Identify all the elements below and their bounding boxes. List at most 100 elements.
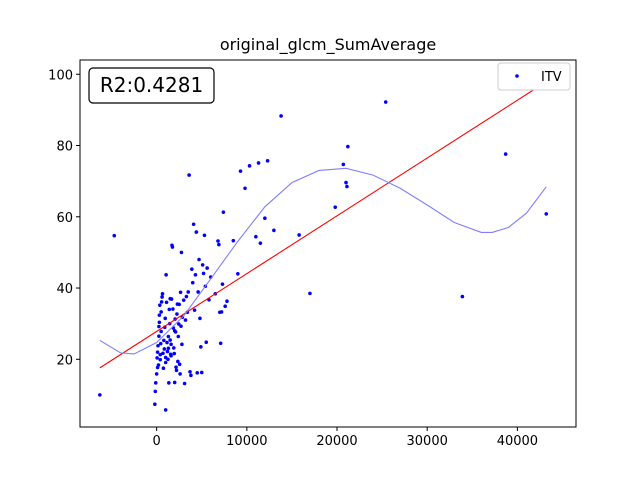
- data-point: [196, 290, 200, 294]
- data-point: [308, 291, 312, 296]
- data-point: [177, 362, 182, 367]
- data-point: [201, 271, 206, 276]
- data-point: [200, 263, 205, 267]
- data-point: [167, 381, 171, 385]
- data-point: [179, 250, 184, 255]
- axes: 0 10000 20000 30000 40000 20 40 60 80 100: [48, 59, 577, 449]
- legend-box: [497, 62, 571, 91]
- data-point: [345, 184, 349, 189]
- data-point: [163, 360, 168, 365]
- x-tick-label: 30000: [407, 434, 448, 449]
- data-point: [183, 318, 188, 322]
- data-point: [191, 222, 196, 227]
- data-point: [157, 313, 162, 317]
- data-point: [231, 238, 236, 243]
- y-tick-label: 100: [48, 68, 73, 83]
- data-point: [204, 340, 209, 345]
- data-point: [297, 233, 301, 237]
- data-point: [279, 114, 283, 118]
- data-point: [176, 359, 180, 364]
- data-point: [160, 291, 165, 296]
- data-point: [174, 365, 178, 369]
- data-point: [202, 233, 207, 238]
- x-tick-label: 40000: [497, 434, 538, 449]
- data-point: [153, 402, 157, 407]
- linear-fit-line: [99, 81, 547, 369]
- data-point: [544, 212, 549, 216]
- data-point: [165, 349, 170, 354]
- x-tick-label: 10000: [226, 434, 267, 449]
- data-point: [243, 186, 247, 191]
- data-point: [167, 307, 172, 312]
- data-point: [166, 357, 170, 362]
- data-point: [174, 368, 179, 373]
- data-point: [175, 312, 179, 316]
- data-point: [272, 228, 276, 233]
- data-point: [172, 380, 177, 385]
- data-point: [383, 100, 388, 104]
- r2-annotation: R2:0.4281: [88, 67, 215, 104]
- data-point: [166, 334, 171, 339]
- data-point: [247, 164, 252, 168]
- data-point: [171, 346, 176, 350]
- data-point: [158, 341, 163, 346]
- data-point: [256, 161, 261, 165]
- data-point: [166, 346, 171, 351]
- data-point: [159, 310, 163, 314]
- data-point: [164, 273, 168, 277]
- legend: ITV: [497, 62, 571, 91]
- plot-area: [98, 81, 549, 412]
- data-point: [503, 152, 508, 156]
- data-point: [169, 342, 173, 347]
- data-point: [238, 169, 243, 173]
- data-point: [112, 233, 117, 238]
- data-point: [172, 351, 177, 356]
- data-point: [171, 307, 175, 311]
- data-point: [170, 245, 175, 249]
- data-point: [219, 310, 224, 314]
- data-point: [160, 295, 164, 299]
- data-point: [169, 353, 173, 358]
- r2-annotation-text: R2:0.4281: [100, 73, 203, 97]
- data-point: [158, 352, 163, 357]
- y-tick-label: 20: [56, 353, 73, 368]
- data-point: [195, 371, 200, 375]
- data-point: [155, 356, 159, 360]
- x-tick-label: 0: [153, 434, 161, 449]
- data-point: [181, 298, 186, 302]
- y-tick-label: 60: [56, 211, 73, 226]
- data-point: [161, 351, 165, 356]
- data-point: [221, 210, 226, 214]
- data-point: [184, 294, 189, 299]
- data-point: [162, 338, 166, 343]
- data-point: [217, 242, 221, 247]
- data-point: [341, 162, 346, 167]
- data-point: [187, 173, 191, 177]
- legend-label-itv: ITV: [541, 70, 562, 85]
- data-point: [182, 381, 187, 386]
- data-point: [198, 316, 202, 321]
- legend-marker-itv: [515, 74, 519, 78]
- data-point: [218, 341, 223, 346]
- data-point: [254, 234, 258, 239]
- data-point: [190, 280, 195, 285]
- data-point: [265, 159, 270, 163]
- data-point: [344, 180, 348, 185]
- data-point: [155, 350, 160, 354]
- data-point: [179, 324, 183, 328]
- data-point: [153, 389, 158, 394]
- data-point: [190, 267, 194, 271]
- poly-fit-line: [99, 167, 547, 355]
- data-point: [178, 290, 183, 295]
- data-point: [164, 300, 169, 305]
- data-point: [180, 342, 184, 347]
- data-point: [236, 271, 240, 276]
- data-point: [199, 345, 203, 349]
- data-point: [176, 334, 181, 339]
- data-point: [177, 302, 181, 307]
- data-point: [156, 363, 161, 367]
- data-point: [157, 324, 161, 329]
- data-point: [205, 266, 209, 270]
- data-point: [157, 334, 161, 338]
